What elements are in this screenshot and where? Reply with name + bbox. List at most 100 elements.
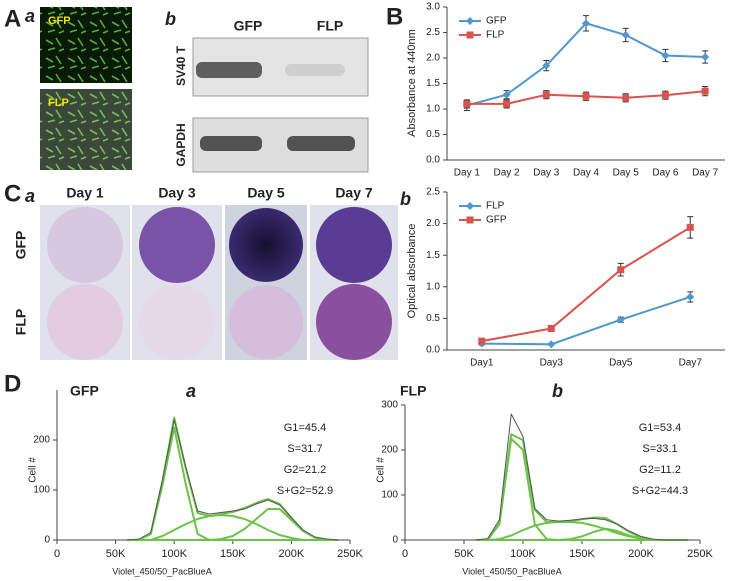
legend-marker [466, 216, 474, 224]
marker [701, 87, 709, 95]
series-line [481, 226, 691, 343]
photo-label: GFP [48, 15, 71, 27]
panel-sub: b [552, 381, 563, 401]
y-tick-label: 1.0 [426, 281, 440, 292]
histogram-curve [127, 426, 339, 541]
column-label: Day 3 [158, 185, 196, 201]
well [47, 207, 123, 283]
x-tick-label: 150K [220, 548, 246, 560]
annotation: S+G2=44.3 [632, 485, 688, 497]
x-tick-label: 250K [687, 548, 713, 560]
y-axis-label: Cell # [28, 457, 39, 483]
y-tick-label: 2.5 [426, 187, 440, 198]
annotation: G1=53.4 [639, 422, 682, 434]
band [285, 64, 345, 76]
x-tick-label: 100K [510, 548, 536, 560]
marker [547, 340, 556, 349]
marker [542, 91, 550, 99]
y-axis-label: Absorbance at 440nm [406, 29, 418, 137]
marker [661, 51, 670, 60]
photo [40, 89, 132, 170]
legend-marker [466, 17, 474, 25]
marker [547, 325, 555, 333]
panel-sub: b [165, 9, 176, 29]
x-tick-label: Day 2 [494, 168, 521, 179]
y-tick-label: 3.0 [426, 2, 440, 13]
histogram-curve [475, 413, 689, 541]
y-tick-label: 200 [381, 445, 398, 456]
y-tick-label: 1.0 [426, 104, 440, 115]
legend-marker [466, 202, 474, 210]
histogram-curve [127, 419, 339, 541]
y-tick-label: 0.5 [426, 129, 440, 140]
y-tick-label: 1.5 [426, 250, 440, 261]
y-axis-label: Optical absorbance [406, 224, 418, 319]
sample-label: FLP [400, 383, 426, 399]
series-line [481, 295, 691, 346]
marker [686, 223, 694, 231]
band [200, 136, 262, 151]
marker [463, 100, 471, 108]
histogram-curve [127, 416, 339, 541]
marker [661, 91, 669, 99]
x-tick-label: 100K [161, 548, 187, 560]
row-label: FLP [13, 309, 29, 335]
marker [503, 100, 511, 108]
y-tick-label: 200 [33, 435, 50, 446]
annotation: G1=45.4 [284, 422, 327, 434]
y-tick-label: 2.0 [426, 53, 440, 64]
panel-letter: B [386, 3, 403, 30]
legend-label: GFP [486, 16, 507, 27]
histogram-curve [475, 437, 689, 541]
row-label: GFP [13, 231, 29, 260]
x-tick-label: Day5 [609, 358, 633, 369]
photo [40, 7, 132, 83]
marker [621, 31, 630, 40]
photo-label: FLP [48, 97, 69, 109]
marker [542, 61, 551, 70]
y-tick-label: 300 [381, 400, 398, 411]
x-tick-label: 200K [279, 548, 305, 560]
y-tick-label: 0.0 [426, 155, 440, 166]
x-tick-label: Day7 [679, 358, 703, 369]
y-tick-label: 0 [44, 535, 50, 546]
legend-label: GFP [486, 215, 507, 226]
x-tick-label: 0 [54, 548, 60, 560]
y-tick-label: 0 [392, 535, 398, 546]
x-tick-label: Day 5 [613, 168, 640, 179]
panel-sub: b [400, 189, 411, 209]
panel-sub: a [25, 186, 35, 206]
panel-letter: A [4, 5, 21, 32]
annotation: G2=11.2 [639, 464, 681, 476]
band [287, 136, 355, 151]
well [229, 285, 303, 359]
column-label: Day 5 [247, 185, 285, 201]
marker [582, 92, 590, 100]
well [139, 207, 215, 283]
row-label: GAPDH [174, 123, 188, 166]
panel-letter: D [4, 370, 21, 397]
x-tick-label: 250K [337, 548, 363, 560]
legend-label: FLP [486, 30, 505, 41]
x-tick-label: 150K [569, 548, 595, 560]
column-label: FLP [317, 18, 343, 34]
x-tick-label: 50K [454, 548, 474, 560]
legend-label: FLP [486, 201, 505, 212]
marker [616, 315, 625, 324]
y-tick-label: 100 [33, 485, 50, 496]
legend-marker [466, 31, 474, 39]
y-tick-label: 2.0 [426, 218, 440, 229]
x-tick-label: Day1 [470, 358, 494, 369]
column-label: Day 7 [335, 185, 373, 201]
x-axis-label: Violet_450/50_PacBlueA [112, 566, 211, 576]
x-tick-label: Day 4 [573, 168, 600, 179]
annotation: S=31.7 [287, 443, 322, 455]
panel-letter: C [4, 180, 21, 207]
marker [686, 292, 695, 301]
x-tick-label: Day 3 [533, 168, 560, 179]
annotation: S+G2=52.9 [277, 485, 333, 497]
marker [622, 94, 630, 102]
marker [582, 19, 590, 28]
sample-label: GFP [70, 383, 99, 399]
